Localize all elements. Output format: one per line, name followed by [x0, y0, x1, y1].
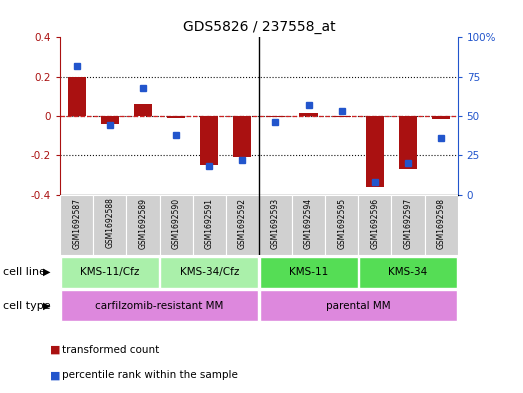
Bar	[160, 195, 192, 255]
Bar	[259, 195, 292, 255]
Bar	[61, 257, 159, 288]
Bar	[358, 195, 391, 255]
Bar	[425, 195, 458, 255]
Text: KMS-11: KMS-11	[289, 267, 328, 277]
Bar	[192, 195, 226, 255]
Bar	[391, 195, 425, 255]
Bar	[259, 257, 358, 288]
Bar	[233, 116, 252, 157]
Bar	[226, 195, 259, 255]
Title: GDS5826 / 237558_at: GDS5826 / 237558_at	[183, 20, 335, 33]
Bar	[167, 116, 185, 118]
Bar	[292, 195, 325, 255]
Text: ■: ■	[50, 345, 60, 355]
Text: GSM1692597: GSM1692597	[403, 198, 413, 249]
Text: GSM1692588: GSM1692588	[105, 198, 115, 248]
Text: GSM1692593: GSM1692593	[271, 198, 280, 249]
Bar	[325, 195, 358, 255]
Text: cell line: cell line	[3, 267, 46, 277]
Bar	[160, 257, 258, 288]
Text: GSM1692590: GSM1692590	[172, 198, 180, 249]
Text: ▶: ▶	[43, 301, 50, 310]
Bar	[200, 116, 218, 165]
Bar	[366, 116, 384, 187]
Text: ▶: ▶	[43, 267, 50, 277]
Text: transformed count: transformed count	[62, 345, 159, 355]
Text: cell type: cell type	[3, 301, 50, 310]
Bar	[432, 116, 450, 119]
Bar	[399, 116, 417, 169]
Bar	[101, 116, 119, 124]
Text: GSM1692598: GSM1692598	[437, 198, 446, 249]
Bar	[333, 116, 351, 117]
Bar	[60, 195, 93, 255]
Text: GSM1692589: GSM1692589	[139, 198, 147, 249]
Text: GSM1692587: GSM1692587	[72, 198, 81, 249]
Bar	[61, 290, 258, 321]
Text: percentile rank within the sample: percentile rank within the sample	[62, 370, 237, 380]
Text: carfilzomib-resistant MM: carfilzomib-resistant MM	[95, 301, 224, 310]
Text: parental MM: parental MM	[326, 301, 391, 310]
Bar	[134, 104, 152, 116]
Text: KMS-11/Cfz: KMS-11/Cfz	[80, 267, 140, 277]
Text: GSM1692591: GSM1692591	[204, 198, 214, 249]
Bar	[93, 195, 127, 255]
Text: GSM1692594: GSM1692594	[304, 198, 313, 249]
Text: KMS-34/Cfz: KMS-34/Cfz	[179, 267, 239, 277]
Bar	[300, 113, 317, 116]
Bar	[359, 257, 457, 288]
Bar	[127, 195, 160, 255]
Bar	[67, 77, 86, 116]
Text: GSM1692592: GSM1692592	[238, 198, 247, 249]
Bar	[266, 116, 285, 117]
Text: GSM1692595: GSM1692595	[337, 198, 346, 249]
Bar	[259, 290, 457, 321]
Text: GSM1692596: GSM1692596	[370, 198, 379, 249]
Text: ■: ■	[50, 370, 60, 380]
Text: KMS-34: KMS-34	[388, 267, 428, 277]
